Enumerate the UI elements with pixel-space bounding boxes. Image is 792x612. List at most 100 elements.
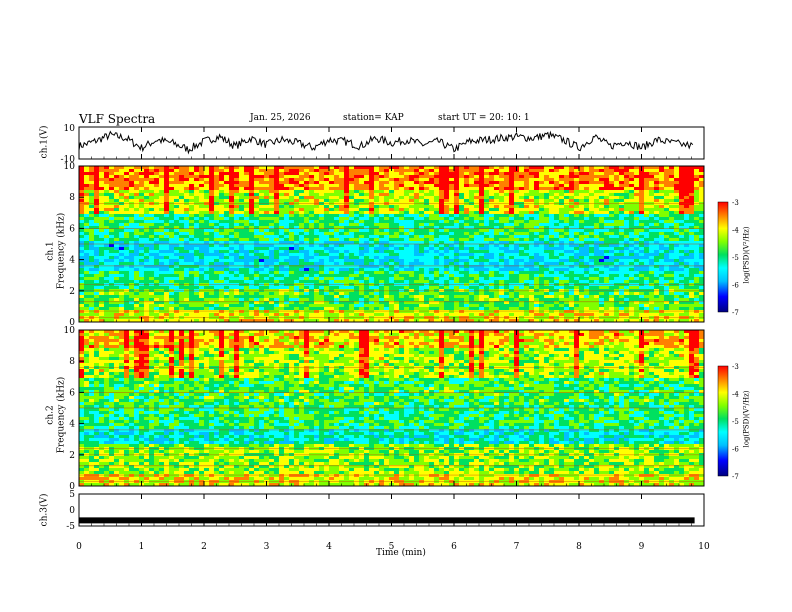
- spectrogram-cell: [649, 223, 655, 227]
- spectrogram-cell: [214, 169, 220, 173]
- spectrogram-cell: [104, 199, 110, 203]
- spectrogram-cell: [599, 169, 605, 173]
- spectrogram-cell: [464, 214, 470, 218]
- spectrogram-cell: [459, 166, 465, 170]
- spectrogram-cell: [244, 241, 250, 245]
- spectrogram-cell: [664, 178, 670, 182]
- spectrogram-cell: [304, 166, 310, 170]
- spectrogram-cell: [294, 166, 300, 170]
- spectrogram-cell: [469, 232, 475, 236]
- spectrogram-cell: [399, 271, 405, 275]
- spectrogram-cell: [294, 262, 300, 266]
- spectrogram-cell: [484, 262, 490, 266]
- spectrogram-cell: [294, 235, 300, 239]
- spectrogram-cell: [124, 229, 130, 233]
- spectrogram-cell: [554, 271, 560, 275]
- spectrogram-cell: [584, 205, 590, 209]
- spectrogram-cell: [459, 172, 465, 176]
- spectrogram-cell: [179, 190, 185, 194]
- spectrogram-cell: [459, 208, 465, 212]
- spectrogram-cell: [514, 265, 520, 269]
- spectrogram-cell: [519, 196, 525, 200]
- spectrogram-cell: [684, 214, 690, 218]
- spectrogram-cell: [319, 208, 325, 212]
- spectrogram-cell: [204, 244, 210, 248]
- spectrogram-cell: [99, 253, 105, 257]
- spectrogram-cell: [144, 235, 150, 239]
- spectrogram-cell: [374, 241, 380, 245]
- spectrogram-cell: [464, 259, 470, 263]
- spectrogram-cell: [439, 274, 445, 278]
- spectrogram-cell: [584, 187, 590, 191]
- spectrogram-cell: [524, 253, 530, 257]
- spectrogram-cell: [279, 211, 285, 215]
- spectrogram-cell: [619, 196, 625, 200]
- spectrogram-cell: [364, 175, 370, 179]
- spectrogram-cell: [509, 190, 515, 194]
- spectrogram-cell: [624, 262, 630, 266]
- spectrogram-cell: [169, 253, 175, 257]
- spectrogram-cell: [514, 274, 520, 278]
- spectrogram-cell: [454, 223, 460, 227]
- spectrogram-cell: [414, 238, 420, 242]
- spectrogram-cell: [659, 208, 665, 212]
- spectrogram-cell: [564, 169, 570, 173]
- spectrogram-cell: [209, 244, 215, 248]
- spectrogram-cell: [144, 274, 150, 278]
- spectrogram-cell: [174, 253, 180, 257]
- spectrogram-cell: [154, 175, 160, 179]
- spectrogram-cell: [229, 280, 235, 284]
- spectrogram-cell: [459, 274, 465, 278]
- spectrogram-cell: [104, 214, 110, 218]
- spectrogram-cell: [529, 229, 535, 233]
- spectrogram-cell: [94, 199, 100, 203]
- spectrogram-cell: [349, 241, 355, 245]
- spectrogram-cell: [674, 232, 680, 236]
- spectrogram-cell: [229, 235, 235, 239]
- spectrogram-cell: [459, 247, 465, 251]
- spectrogram-cell: [289, 256, 295, 260]
- spectrogram-cell: [369, 271, 375, 275]
- spectrogram-cell: [564, 187, 570, 191]
- spectrogram-cell: [449, 175, 455, 179]
- spectrogram-cell: [634, 259, 640, 263]
- spectrogram-cell: [84, 193, 90, 197]
- spectrogram-cell: [569, 238, 575, 242]
- spectrogram-cell: [434, 238, 440, 242]
- spectrogram-cell: [319, 238, 325, 242]
- spectrogram-cell: [374, 217, 380, 221]
- spectrogram-cell: [629, 166, 635, 170]
- spectrogram-cell: [464, 253, 470, 257]
- spectrogram-cell: [504, 274, 510, 278]
- spectrogram-cell: [559, 208, 565, 212]
- spectrogram-cell: [294, 217, 300, 221]
- spectrogram-cell: [544, 190, 550, 194]
- spectrogram-cell: [679, 244, 685, 248]
- spectrogram-cell: [699, 187, 705, 191]
- spectrogram-cell: [414, 277, 420, 281]
- spectrogram-cell: [454, 220, 460, 224]
- spectrogram-cell: [129, 235, 135, 239]
- spectrogram-cell: [579, 193, 585, 197]
- spectrogram-cell: [429, 214, 435, 218]
- spectrogram-cell: [469, 211, 475, 215]
- spectrogram-cell: [509, 217, 515, 221]
- spectrogram-cell: [144, 217, 150, 221]
- spectrogram-cell: [419, 205, 425, 209]
- spectrogram-cell: [179, 265, 185, 269]
- spectrogram-cell: [174, 226, 180, 230]
- spectrogram-cell: [219, 208, 225, 212]
- spectrogram-cell: [614, 262, 620, 266]
- spectrogram-cell: [134, 214, 140, 218]
- spectrogram-cell: [689, 241, 695, 245]
- spectrogram-cell: [294, 169, 300, 173]
- spectrogram-cell: [94, 238, 100, 242]
- spectrogram-cell: [239, 244, 245, 248]
- spectrogram-cell: [164, 268, 170, 272]
- spectrogram-cell: [679, 250, 685, 254]
- spectrogram-cell: [399, 175, 405, 179]
- spectrogram-cell: [564, 265, 570, 269]
- spectrogram-cell: [194, 265, 200, 269]
- spectrogram-cell: [519, 280, 525, 284]
- spectrogram-cell: [249, 274, 255, 278]
